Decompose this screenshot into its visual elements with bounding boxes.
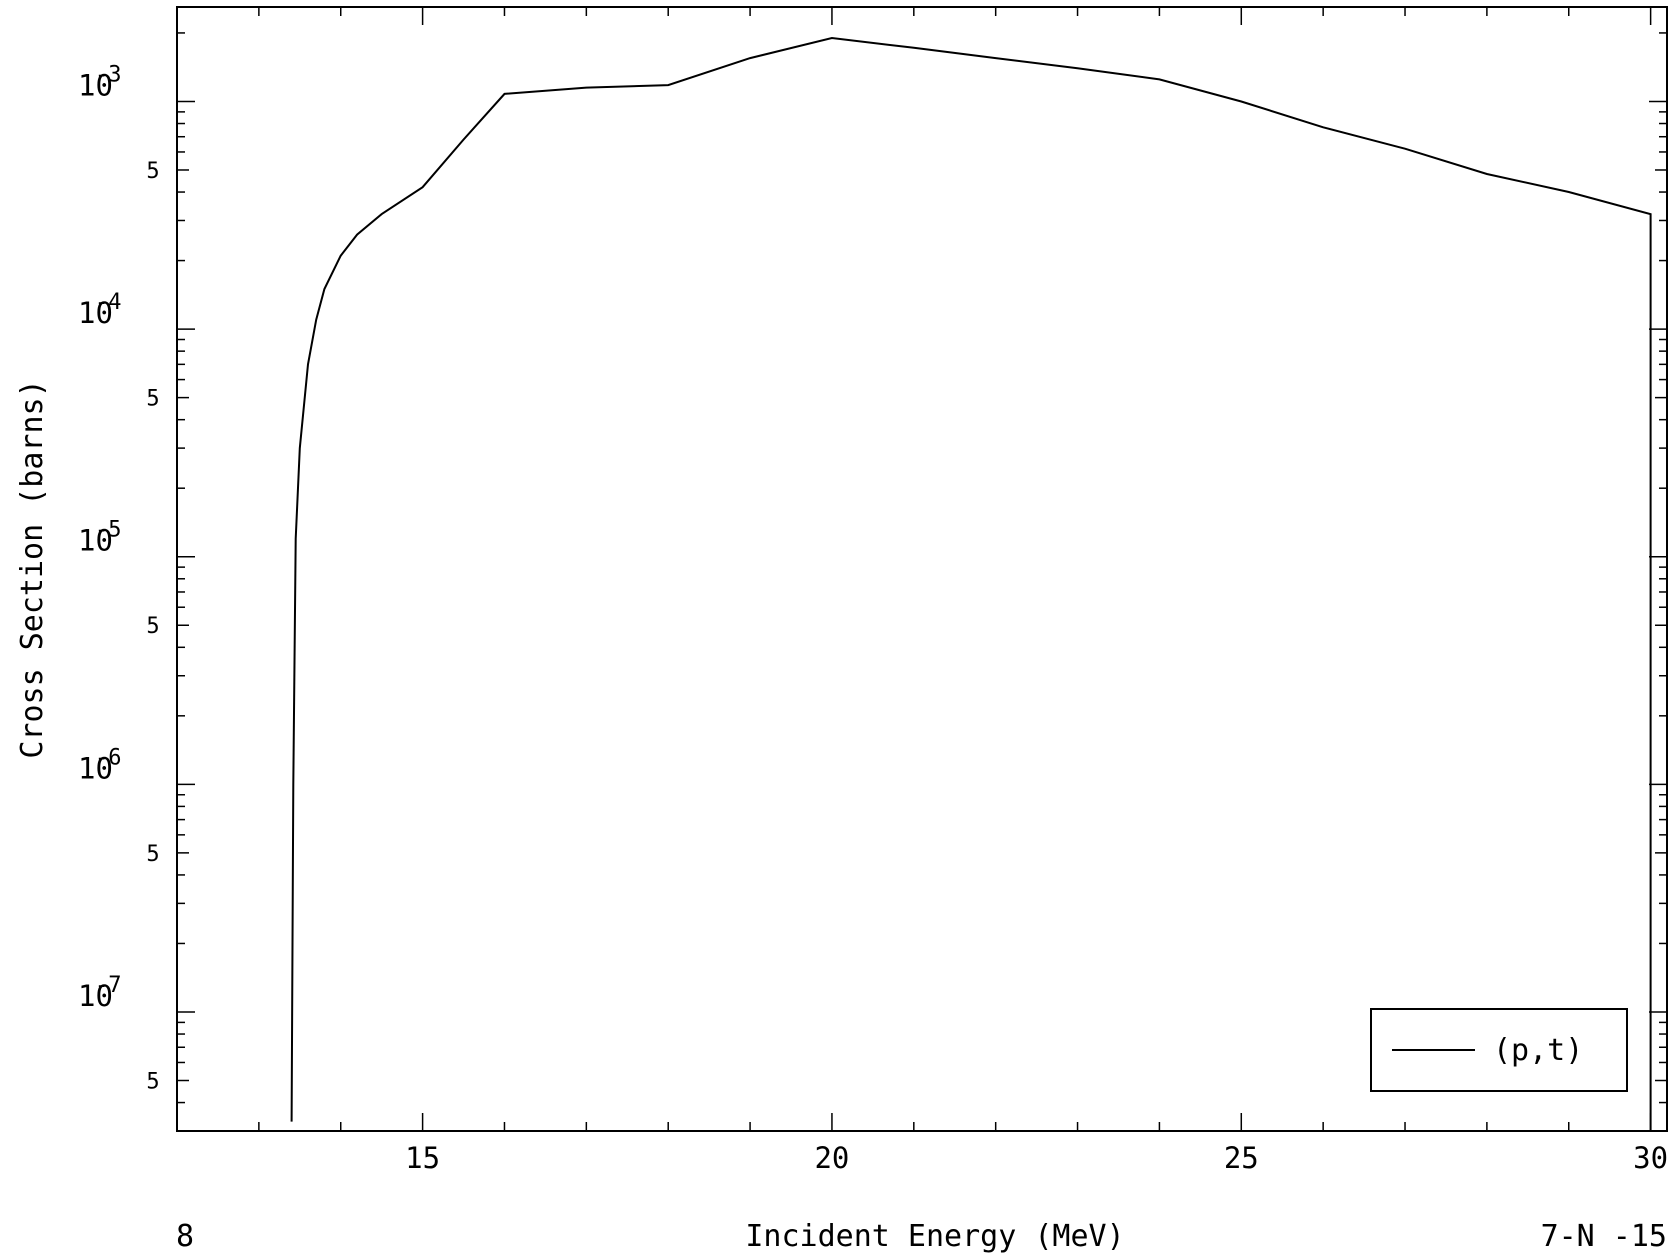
y-tick-label-exponent: -6 bbox=[95, 745, 122, 770]
y-minor-tick-label: 5 bbox=[146, 159, 159, 184]
y-minor-tick-label: 5 bbox=[146, 1070, 159, 1095]
legend-label: (p,t) bbox=[1493, 1033, 1583, 1068]
y-tick-label-base: 10 bbox=[78, 751, 113, 785]
footer-left-label: 8 bbox=[176, 1219, 194, 1253]
y-tick-label: 10-4 bbox=[78, 290, 122, 330]
y-tick-label: 10-6 bbox=[78, 745, 122, 785]
y-tick-label: 10-3 bbox=[78, 62, 122, 102]
y-tick-label-exponent: -3 bbox=[95, 62, 122, 87]
x-tick-label: 20 bbox=[814, 1141, 849, 1175]
plot-frame bbox=[176, 6, 1668, 1132]
series-line-p-t bbox=[290, 36, 1652, 1131]
x-tick-label: 30 bbox=[1633, 1141, 1668, 1175]
y-tick-label: 10-5 bbox=[78, 518, 122, 558]
y-tick-label-base: 10 bbox=[78, 524, 113, 558]
axis-ticks bbox=[176, 7, 1667, 1132]
y-minor-tick-label: 5 bbox=[146, 614, 159, 639]
y-minor-tick-label: 5 bbox=[146, 387, 159, 412]
y-tick-label-base: 10 bbox=[78, 979, 113, 1013]
y-minor-tick-label: 5 bbox=[146, 842, 159, 867]
y-tick-label-base: 10 bbox=[78, 296, 113, 330]
y-tick-label-exponent: -7 bbox=[95, 973, 122, 998]
footer-right-label: 7-N -15 bbox=[1541, 1219, 1667, 1253]
y-tick-label-exponent: -5 bbox=[95, 518, 122, 543]
y-tick-label: 10-7 bbox=[78, 973, 122, 1013]
legend: (p,t) bbox=[1370, 1008, 1628, 1092]
x-axis-title: Incident Energy (MeV) bbox=[745, 1219, 1124, 1253]
y-tick-label-base: 10 bbox=[78, 68, 113, 102]
x-tick-label: 15 bbox=[405, 1141, 440, 1175]
x-tick-label: 25 bbox=[1224, 1141, 1259, 1175]
y-tick-label-exponent: -4 bbox=[95, 290, 122, 315]
y-axis-title: Cross Section (barns) bbox=[15, 379, 50, 758]
